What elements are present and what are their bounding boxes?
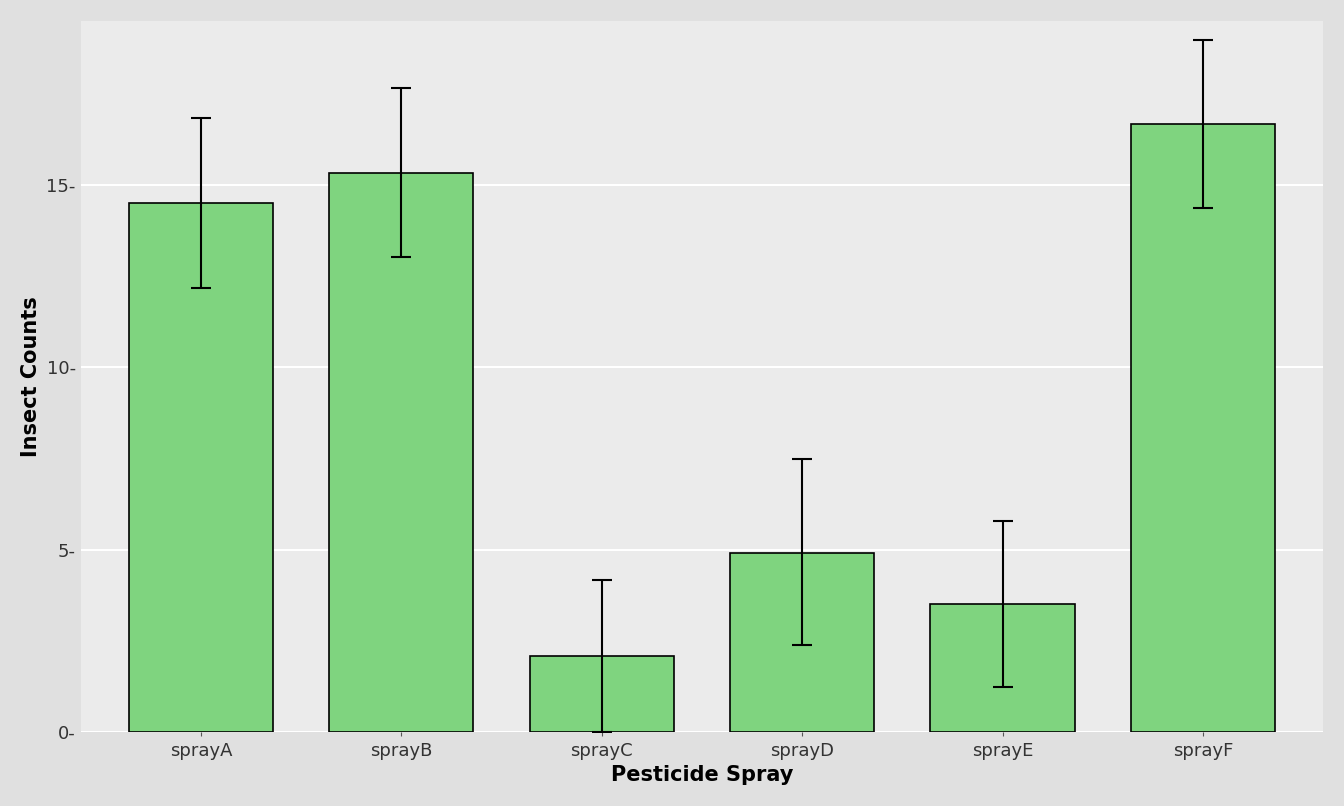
Y-axis label: Insect Counts: Insect Counts	[22, 296, 40, 457]
X-axis label: Pesticide Spray: Pesticide Spray	[610, 765, 793, 785]
Bar	[329, 172, 473, 732]
Bar	[730, 553, 874, 732]
Bar	[129, 203, 273, 732]
Bar	[930, 604, 1075, 732]
Bar	[1130, 124, 1275, 732]
Bar	[530, 656, 673, 732]
